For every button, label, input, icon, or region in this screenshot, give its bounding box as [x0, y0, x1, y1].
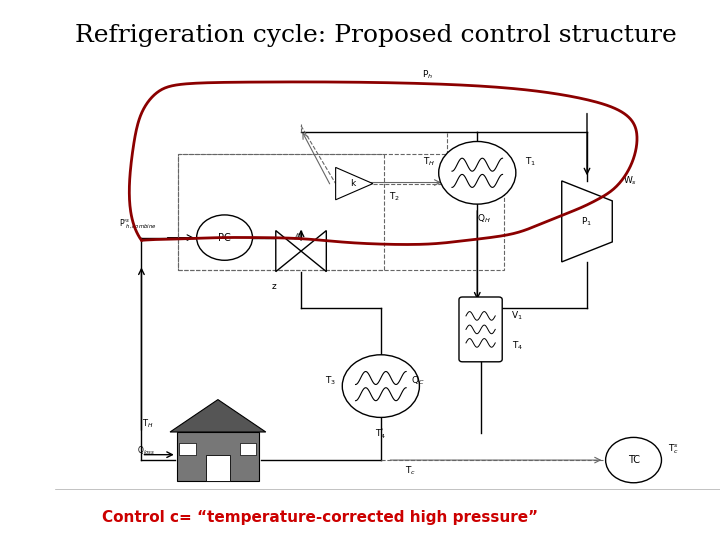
- Text: T$_1$: T$_1$: [525, 156, 536, 168]
- Text: W$_s$: W$_s$: [623, 174, 637, 187]
- Circle shape: [438, 141, 516, 204]
- Text: Control c= “temperature-corrected high pressure”: Control c= “temperature-corrected high p…: [102, 510, 538, 525]
- Polygon shape: [562, 181, 612, 262]
- Circle shape: [606, 437, 662, 483]
- Text: z: z: [272, 282, 276, 291]
- Bar: [240, 443, 256, 455]
- Bar: [6, 16, 48, 68]
- Text: T$_c$: T$_c$: [405, 464, 416, 477]
- Text: Q$_H$: Q$_H$: [477, 212, 491, 225]
- Text: P'$^s_{h,combine}$: P'$^s_{h,combine}$: [120, 218, 157, 231]
- FancyBboxPatch shape: [459, 297, 503, 362]
- Text: T$_2$: T$_2$: [389, 191, 400, 204]
- Circle shape: [197, 215, 253, 260]
- Text: P$_h$: P$_h$: [422, 68, 433, 81]
- Bar: [178, 154, 504, 270]
- Text: 42: 42: [19, 508, 35, 521]
- Text: P$_1$: P$_1$: [582, 215, 593, 228]
- Circle shape: [342, 355, 420, 417]
- Text: T$_4'$: T$_4'$: [375, 428, 387, 442]
- Text: TC: TC: [628, 455, 639, 465]
- Text: T: T: [23, 163, 32, 177]
- Text: k: k: [350, 179, 355, 188]
- Polygon shape: [336, 167, 373, 200]
- Polygon shape: [276, 231, 326, 272]
- Bar: [178, 154, 384, 270]
- Bar: [176, 432, 259, 481]
- Text: Refrigeration cycle: Proposed control structure: Refrigeration cycle: Proposed control st…: [75, 24, 677, 48]
- Text: PC: PC: [218, 233, 231, 242]
- Text: Q$_{loss}$: Q$_{loss}$: [137, 444, 156, 457]
- Text: V$_1$: V$_1$: [511, 309, 523, 322]
- Text: N: N: [22, 214, 33, 228]
- Text: Q$_C$: Q$_C$: [410, 374, 424, 387]
- Bar: [206, 455, 230, 481]
- Text: N: N: [22, 112, 33, 126]
- Bar: [179, 443, 196, 455]
- Text: T$^s_c$: T$^s_c$: [668, 443, 679, 456]
- Text: T$_3$: T$_3$: [325, 374, 336, 387]
- Text: T$_H$: T$_H$: [143, 417, 154, 430]
- Bar: [15, 24, 40, 59]
- Polygon shape: [170, 400, 266, 432]
- Text: T$_H$: T$_H$: [423, 156, 436, 168]
- Text: U: U: [22, 266, 33, 280]
- Text: T$_4$: T$_4$: [511, 339, 523, 352]
